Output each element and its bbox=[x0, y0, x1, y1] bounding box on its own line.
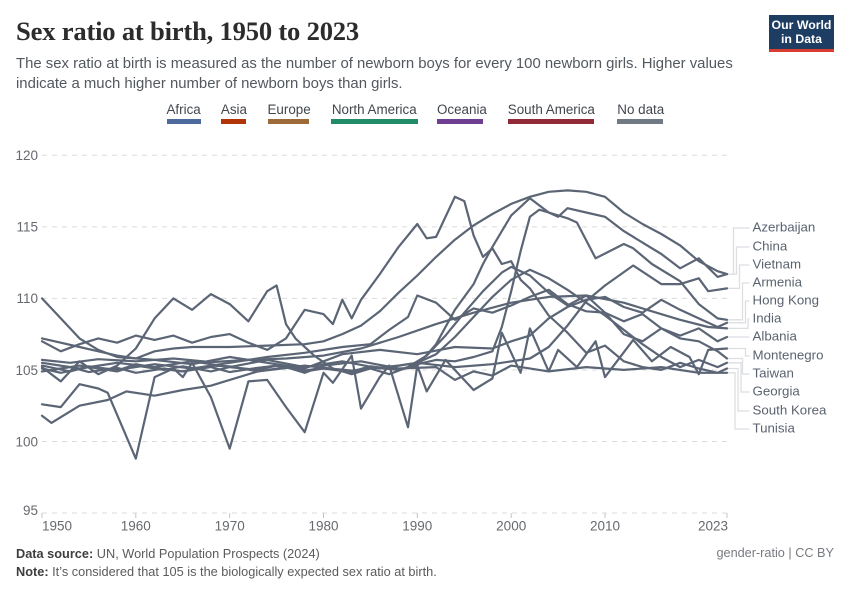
svg-text:110: 110 bbox=[16, 291, 38, 306]
svg-text:1990: 1990 bbox=[402, 519, 432, 534]
svg-text:Vietnam: Vietnam bbox=[753, 257, 802, 272]
svg-text:1980: 1980 bbox=[308, 519, 338, 534]
svg-text:2023: 2023 bbox=[698, 519, 728, 534]
svg-text:1960: 1960 bbox=[121, 519, 151, 534]
svg-text:Tunisia: Tunisia bbox=[753, 421, 796, 436]
svg-text:2010: 2010 bbox=[590, 519, 620, 534]
svg-text:China: China bbox=[753, 239, 788, 254]
svg-text:Armenia: Armenia bbox=[753, 275, 803, 290]
svg-text:Georgia: Georgia bbox=[753, 384, 801, 399]
svg-text:1970: 1970 bbox=[215, 519, 245, 534]
svg-text:1950: 1950 bbox=[42, 519, 72, 534]
svg-text:115: 115 bbox=[16, 220, 38, 235]
svg-text:Taiwan: Taiwan bbox=[753, 366, 794, 381]
svg-text:India: India bbox=[753, 311, 782, 326]
svg-text:South Korea: South Korea bbox=[753, 403, 828, 418]
svg-text:2000: 2000 bbox=[496, 519, 526, 534]
svg-text:95: 95 bbox=[23, 503, 38, 518]
svg-text:100: 100 bbox=[15, 434, 38, 449]
svg-text:Albania: Albania bbox=[753, 329, 798, 344]
svg-text:120: 120 bbox=[15, 148, 38, 163]
svg-text:Azerbaijan: Azerbaijan bbox=[753, 220, 816, 235]
svg-text:105: 105 bbox=[15, 363, 38, 378]
svg-text:Hong Kong: Hong Kong bbox=[753, 293, 820, 308]
svg-text:Montenegro: Montenegro bbox=[753, 348, 824, 363]
